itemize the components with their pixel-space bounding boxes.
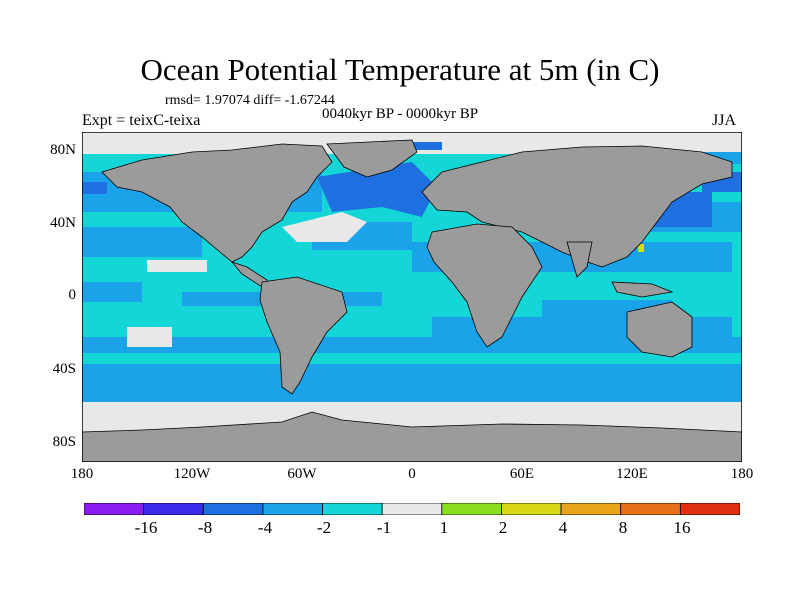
- lon-label-60e: 60E: [509, 466, 535, 482]
- colorbar-label: 2: [498, 518, 508, 537]
- colorbar-swatch: [560, 503, 622, 515]
- colorbar-swatch: [202, 503, 264, 515]
- lat-label-80s: 80S: [52, 434, 76, 450]
- season-label: JJA: [712, 112, 737, 129]
- south-america: [259, 276, 348, 395]
- colorbar-label: 16: [673, 518, 691, 537]
- colorbar-label: 4: [558, 518, 568, 537]
- colorbar-swatch: [620, 503, 681, 515]
- colorbar-swatch: [501, 503, 562, 515]
- lon-label-180w: 180: [70, 466, 94, 482]
- greenland: [326, 139, 418, 178]
- colorbar-label: -16: [134, 518, 158, 537]
- maritime-continent: [611, 281, 674, 298]
- experiment-label: Expt = teixC-teixa: [82, 112, 201, 129]
- colorbar-label: -8: [197, 518, 213, 537]
- lat-label-40s: 40S: [52, 361, 76, 377]
- positive-anomaly-japan: [638, 244, 644, 252]
- lat-label-80n: 80N: [50, 142, 76, 158]
- north-america: [101, 143, 333, 263]
- plot-title: Ocean Potential Temperature at 5m (in C): [140, 52, 660, 87]
- colorbar-label: -1: [376, 518, 392, 537]
- colorbar-swatch: [143, 503, 204, 515]
- colorbar-swatch: [322, 503, 383, 515]
- colorbar-label: -2: [316, 518, 332, 537]
- colorbar-swatch: [679, 503, 740, 515]
- lon-label-60w: 60W: [287, 466, 317, 482]
- period-label: 0040kyr BP - 0000kyr BP: [322, 106, 479, 122]
- land-masses: [82, 139, 742, 462]
- lon-label-120w: 120W: [173, 466, 211, 482]
- lat-label-40n: 40N: [50, 215, 76, 231]
- colorbar-label: -4: [257, 518, 273, 537]
- colorbar-swatch: [441, 503, 502, 515]
- africa: [426, 223, 543, 348]
- colorbar-swatch: [84, 503, 145, 515]
- near-zero-patches: [82, 132, 742, 347]
- anomaly-minus8-minus4: [82, 140, 742, 227]
- australia: [626, 301, 693, 358]
- lon-label-120e: 120E: [616, 466, 648, 482]
- antarctica: [82, 411, 742, 462]
- colorbar: [84, 503, 740, 515]
- lon-label-180e: 180: [730, 466, 754, 482]
- rmsd-diff-stats: rmsd= 1.97074 diff= -1.67244: [165, 93, 335, 108]
- colorbar-label: 1: [439, 518, 449, 537]
- lat-label-equator: 0: [68, 287, 77, 303]
- colorbar-swatch: [381, 503, 443, 515]
- india: [566, 241, 593, 278]
- colorbar-label: 8: [618, 518, 628, 537]
- lon-label-0: 0: [408, 466, 416, 482]
- ocean-temperature-map: [82, 132, 742, 462]
- colorbar-swatch: [262, 503, 323, 515]
